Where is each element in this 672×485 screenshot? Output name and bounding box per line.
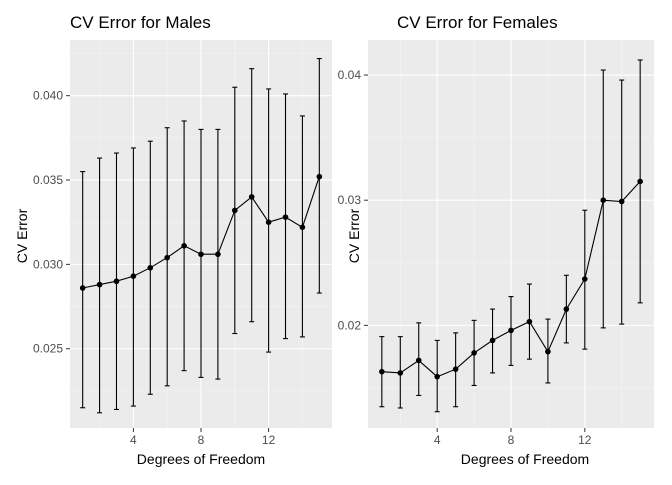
data-point xyxy=(130,273,137,279)
x-tick-label: 12 xyxy=(578,433,592,447)
data-point xyxy=(282,214,289,220)
data-point xyxy=(215,251,221,258)
data-point xyxy=(316,173,323,180)
data-point xyxy=(489,337,496,344)
data-point xyxy=(113,278,120,285)
y-axis-label: CV Error xyxy=(346,208,362,263)
data-point xyxy=(181,243,187,249)
data-point xyxy=(397,370,404,376)
y-tick-label: 0.035 xyxy=(33,173,63,187)
males-chart-panel: 4 8 12 0.025 0.030 0.035 0.040 CV Error for Mal… xyxy=(14,13,332,467)
data-point xyxy=(563,306,570,312)
data-point xyxy=(582,276,588,282)
data-point xyxy=(79,285,86,291)
data-point xyxy=(265,219,272,225)
x-tick-label: 4 xyxy=(434,433,441,447)
plot-area: 4 8 12 0.02 0.03 0.04 xyxy=(338,40,654,447)
females-chart-panel: 4 8 12 0.02 0.03 0.04 CV Error for Females Deg… xyxy=(338,13,654,467)
data-point xyxy=(379,368,385,375)
data-point xyxy=(96,281,103,288)
y-tick-label: 0.04 xyxy=(338,68,362,82)
y-tick-label: 0.03 xyxy=(338,193,362,207)
data-point xyxy=(415,357,422,364)
data-point xyxy=(545,348,551,355)
chart-title: CV Error for Females xyxy=(397,13,558,32)
data-point xyxy=(232,207,238,214)
data-point xyxy=(508,327,514,334)
x-tick-label: 8 xyxy=(508,433,515,447)
y-tick-label: 0.02 xyxy=(338,318,362,332)
x-tick-label: 12 xyxy=(262,433,276,447)
x-tick-label: 4 xyxy=(130,433,137,447)
data-point xyxy=(526,318,533,325)
data-point xyxy=(637,178,643,185)
x-axis-label: Degrees of Freedom xyxy=(137,451,265,467)
data-point xyxy=(248,194,255,200)
data-point xyxy=(164,254,170,261)
y-tick-label: 0.030 xyxy=(33,257,63,271)
data-point xyxy=(452,366,459,372)
x-axis-label: Degrees of Freedom xyxy=(461,451,589,467)
plot-area: 4 8 12 0.025 0.030 0.035 0.040 xyxy=(33,40,332,447)
x-tick-label: 8 xyxy=(198,433,205,447)
data-point xyxy=(600,197,607,204)
data-point xyxy=(471,350,477,356)
y-tick-label: 0.025 xyxy=(33,342,63,356)
y-tick-label: 0.040 xyxy=(33,89,63,103)
data-point xyxy=(618,198,625,205)
data-point xyxy=(299,224,306,231)
data-point xyxy=(434,373,440,380)
chart-title: CV Error for Males xyxy=(70,13,211,32)
y-axis-label: CV Error xyxy=(14,208,30,263)
data-point xyxy=(198,251,204,258)
data-point xyxy=(147,264,154,271)
